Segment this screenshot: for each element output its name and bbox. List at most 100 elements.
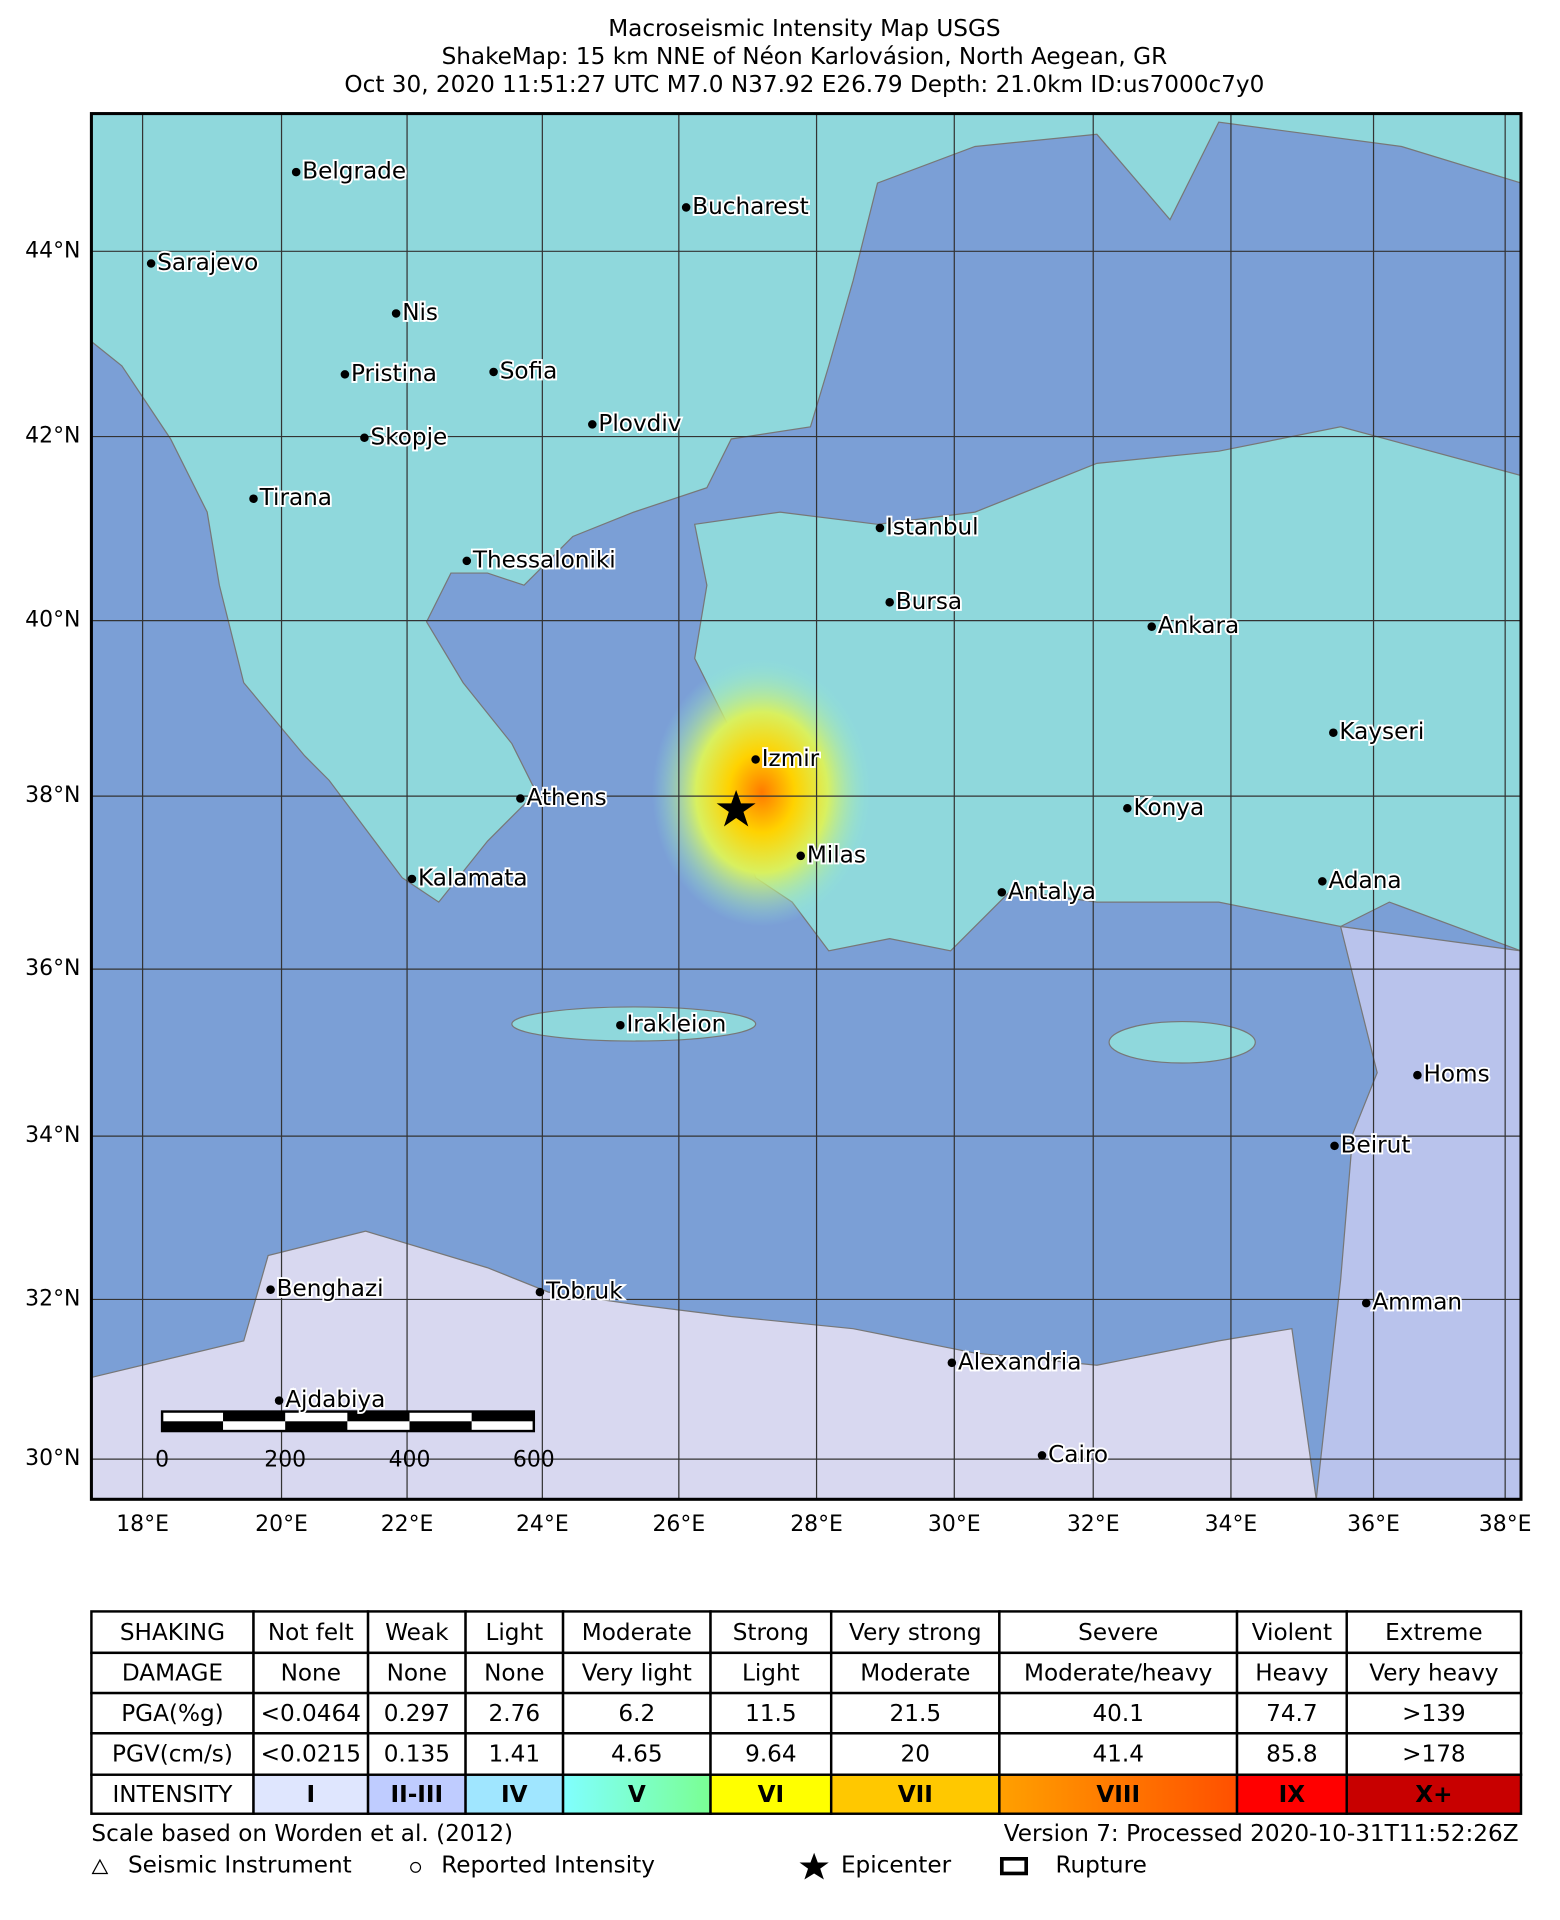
city-label: Bucharest bbox=[692, 194, 808, 220]
table-text: PGA(%g) bbox=[121, 1701, 223, 1727]
table-text: 0.297 bbox=[384, 1701, 450, 1727]
table-text: II-III bbox=[390, 1782, 443, 1808]
table-text: Moderate bbox=[860, 1661, 970, 1687]
city-dot bbox=[947, 1358, 957, 1368]
table-text: Very light bbox=[582, 1661, 692, 1687]
table-cell bbox=[90, 1773, 255, 1815]
city-dot bbox=[1361, 1298, 1371, 1308]
table-text: Moderate bbox=[582, 1620, 692, 1646]
lat-label: 36°N bbox=[25, 956, 80, 981]
crete bbox=[511, 1006, 757, 1042]
table-text: X+ bbox=[1415, 1782, 1452, 1808]
lon-label: 18°E bbox=[116, 1512, 169, 1537]
version: Version 7: Processed 2020-10-31T11:52:26… bbox=[1004, 1821, 1519, 1847]
table-text: Weak bbox=[385, 1620, 449, 1646]
lon-label: 22°E bbox=[381, 1512, 434, 1537]
table-text: 41.4 bbox=[1092, 1742, 1144, 1768]
table-cell bbox=[366, 1651, 467, 1695]
table-text: Light bbox=[742, 1661, 800, 1687]
lon-label: 28°E bbox=[790, 1512, 843, 1537]
table-cell bbox=[1345, 1732, 1523, 1776]
table-text: Severe bbox=[1078, 1620, 1158, 1646]
table-text: SHAKING bbox=[120, 1620, 225, 1646]
city-dot bbox=[266, 1285, 275, 1294]
legend-label: Reported Intensity bbox=[441, 1853, 655, 1879]
scale-label: 200 bbox=[264, 1447, 306, 1472]
city-label: Homs bbox=[1424, 1062, 1490, 1088]
table-text: Extreme bbox=[1385, 1620, 1482, 1646]
city-label: Adana bbox=[1328, 868, 1401, 894]
city-label: Athens bbox=[527, 785, 607, 811]
table-text: Very heavy bbox=[1369, 1661, 1498, 1687]
city-label: Bursa bbox=[896, 589, 962, 615]
city-dot bbox=[249, 494, 258, 503]
lat-label: 32°N bbox=[25, 1286, 80, 1311]
legend-label: Epicenter bbox=[841, 1853, 952, 1879]
city-dot bbox=[535, 1287, 545, 1297]
lon-label: 20°E bbox=[255, 1512, 308, 1537]
lat-label: 40°N bbox=[25, 608, 80, 633]
table-cell bbox=[90, 1651, 255, 1695]
scale-label: 0 bbox=[155, 1447, 169, 1472]
legend-rupture bbox=[999, 1857, 1029, 1876]
city-dot bbox=[1413, 1070, 1422, 1080]
table-text: Violent bbox=[1252, 1620, 1332, 1646]
table-text: Moderate/heavy bbox=[1024, 1661, 1212, 1687]
city-dot bbox=[751, 755, 760, 764]
city-label: Sofia bbox=[500, 358, 558, 384]
table-cell bbox=[829, 1651, 1001, 1695]
table-text: 2.76 bbox=[489, 1701, 541, 1727]
lat-label: 30°N bbox=[25, 1446, 80, 1471]
legend-label: Seismic Instrument bbox=[128, 1853, 352, 1879]
table-text: Strong bbox=[733, 1620, 809, 1646]
table-cell bbox=[561, 1732, 712, 1776]
lat-label: 42°N bbox=[25, 424, 80, 449]
table-text: Light bbox=[485, 1620, 543, 1646]
city-label: Izmir bbox=[762, 746, 820, 772]
city-dot bbox=[1147, 622, 1156, 631]
city-label: Nis bbox=[402, 300, 438, 326]
city-dot bbox=[885, 598, 894, 607]
table-text: VIII bbox=[1096, 1782, 1140, 1808]
table-text: DAMAGE bbox=[122, 1661, 223, 1687]
table-cell bbox=[709, 1610, 833, 1655]
legend-triangle bbox=[91, 1858, 109, 1875]
table-text: INTENSITY bbox=[112, 1782, 233, 1808]
table-text: None bbox=[387, 1661, 447, 1687]
city-dot bbox=[1329, 728, 1338, 737]
city-label: Benghazi bbox=[277, 1276, 384, 1302]
table-text: Not felt bbox=[268, 1620, 354, 1646]
city-dot bbox=[462, 556, 472, 566]
table-text: IX bbox=[1279, 1782, 1306, 1808]
city-label: Ajdabiya bbox=[285, 1387, 385, 1413]
table-text: <0.0215 bbox=[261, 1742, 361, 1768]
city-dot bbox=[616, 1020, 625, 1030]
city-label: Kalamata bbox=[418, 865, 528, 891]
table-text: 11.5 bbox=[745, 1701, 797, 1727]
title-line: Macroseismic Intensity Map USGS bbox=[608, 16, 1000, 42]
city-label: Plovdiv bbox=[598, 411, 681, 437]
table-text: 74.7 bbox=[1266, 1701, 1318, 1727]
lat-label: 34°N bbox=[25, 1123, 80, 1148]
city-label: Istanbul bbox=[886, 514, 979, 540]
city-dot bbox=[1037, 1451, 1047, 1460]
city-dot bbox=[489, 367, 498, 377]
table-cell bbox=[252, 1610, 370, 1655]
lat-label: 38°N bbox=[25, 783, 80, 808]
scale-label: 400 bbox=[389, 1447, 431, 1472]
table-cell bbox=[1235, 1773, 1348, 1815]
legend-circle bbox=[410, 1861, 422, 1873]
table-cell bbox=[561, 1773, 712, 1815]
city-label: Tobruk bbox=[545, 1279, 623, 1305]
table-text: >178 bbox=[1402, 1742, 1466, 1768]
city-label: Cairo bbox=[1048, 1442, 1108, 1468]
table-cell bbox=[464, 1610, 565, 1655]
table-text: None bbox=[484, 1661, 544, 1687]
table-cell bbox=[1345, 1773, 1523, 1815]
city-dot bbox=[875, 523, 885, 533]
city-label: Tirana bbox=[259, 485, 332, 511]
city-label: Antalya bbox=[1008, 879, 1096, 905]
legend-label: Rupture bbox=[1055, 1853, 1146, 1879]
legend-star bbox=[799, 1852, 829, 1880]
